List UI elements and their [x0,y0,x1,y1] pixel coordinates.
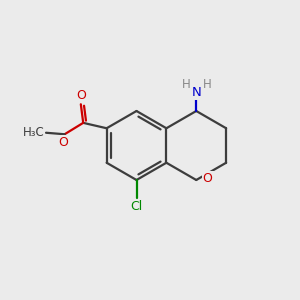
Text: Cl: Cl [130,200,142,214]
Text: H: H [182,77,191,91]
Text: O: O [58,136,68,149]
Text: O: O [203,172,213,185]
Text: H₃C: H₃C [23,126,44,139]
Text: N: N [192,86,202,99]
Text: H: H [203,77,212,91]
Text: O: O [76,89,86,102]
